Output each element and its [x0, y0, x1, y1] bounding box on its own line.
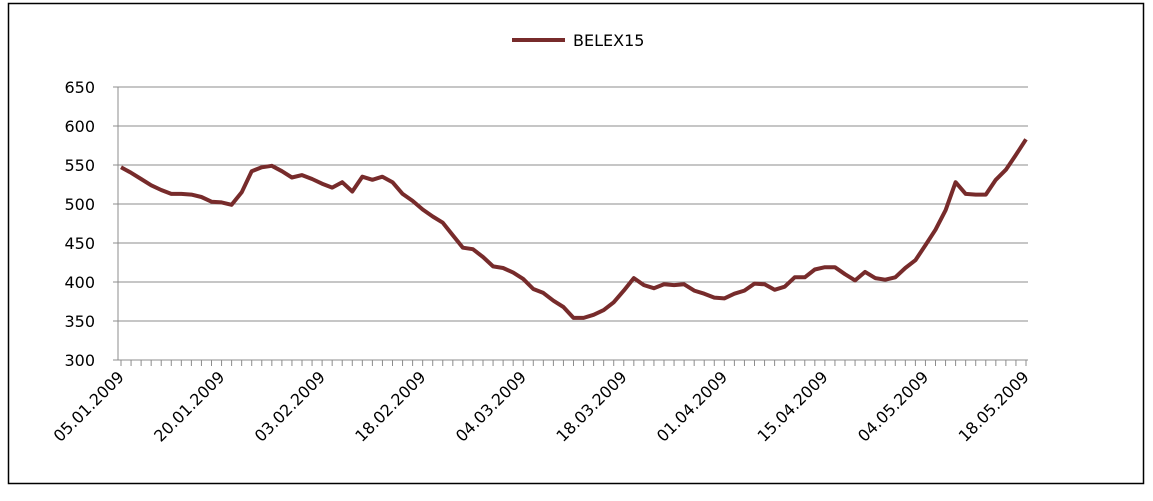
y-tick-label: 450 [64, 234, 95, 253]
y-tick-label: 550 [64, 156, 95, 175]
legend-label: BELEX15 [573, 31, 644, 50]
y-tick-label: 500 [64, 195, 95, 214]
y-tick-label: 300 [64, 351, 95, 370]
data-line [120, 138, 1028, 320]
y-tick-label: 400 [64, 273, 95, 292]
legend: BELEX15 [512, 31, 644, 50]
y-tick-label: 600 [64, 117, 95, 136]
y-tick-label: 650 [64, 78, 95, 97]
y-tick-label: 350 [64, 312, 95, 331]
